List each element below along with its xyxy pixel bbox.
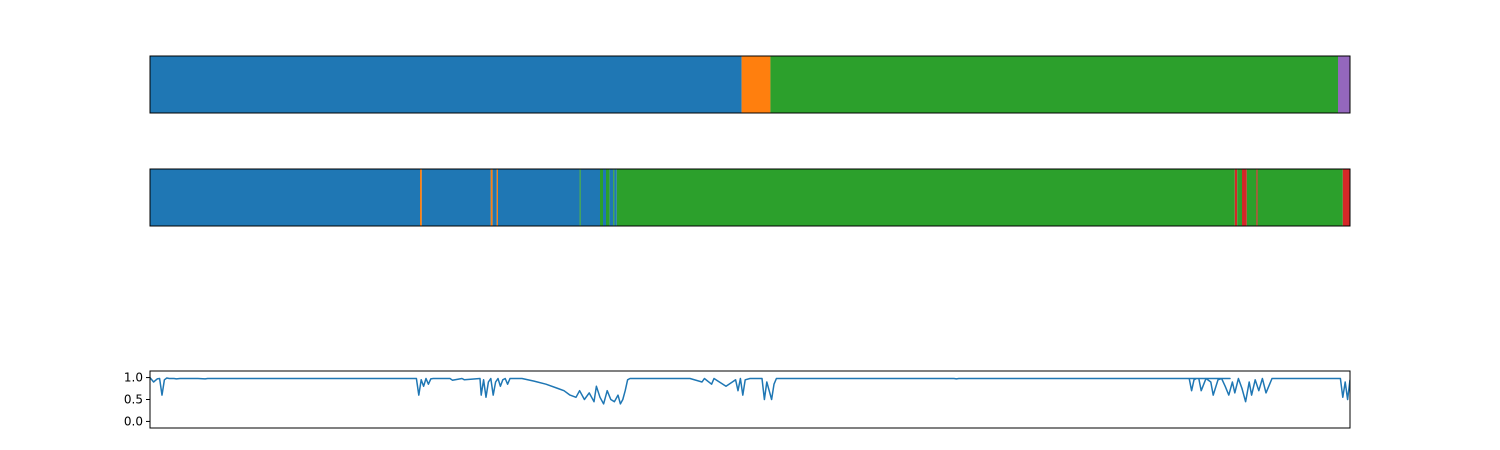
segment-16 (1234, 169, 1238, 226)
segment-3 (490, 169, 493, 226)
segment-2 (770, 56, 1338, 113)
segment-18 (1242, 169, 1247, 226)
segment-20 (1256, 169, 1258, 226)
segment-6 (498, 169, 580, 226)
segment-7 (579, 169, 581, 226)
segment-4 (492, 169, 497, 226)
axis-frame-2 (149, 370, 1351, 429)
segment-9 (600, 169, 603, 226)
segment-21 (1257, 169, 1343, 226)
axis-frame-0 (149, 55, 1351, 114)
y-tick-label-0: 1.0 (124, 371, 143, 385)
axis-frame-1 (149, 168, 1351, 227)
segment-13 (613, 169, 615, 226)
y-tick-label-1: 0.5 (124, 393, 143, 407)
segment-bar-panel-top (149, 55, 1351, 114)
segment-17 (1237, 169, 1242, 226)
y-tick-label-2: 0.0 (124, 414, 143, 428)
segment-12 (609, 169, 614, 226)
segment-11 (606, 169, 610, 226)
segment-0 (150, 169, 420, 226)
line-chart-panel: 1.0 0.5 0.0 (124, 370, 1351, 429)
segment-19 (1246, 169, 1257, 226)
segment-3 (1338, 56, 1350, 113)
segment-0 (150, 56, 742, 113)
segment-8 (580, 169, 600, 226)
segment-2 (421, 169, 491, 226)
segment-bar-panel-middle (149, 168, 1351, 227)
segment-14 (614, 169, 617, 226)
segment-1 (741, 56, 771, 113)
segment-22 (1342, 169, 1350, 226)
segment-15 (616, 169, 1235, 226)
segment-1 (420, 169, 422, 226)
segment-5 (496, 169, 498, 226)
series-line-0 (150, 377, 1350, 405)
segment-10 (603, 169, 606, 226)
